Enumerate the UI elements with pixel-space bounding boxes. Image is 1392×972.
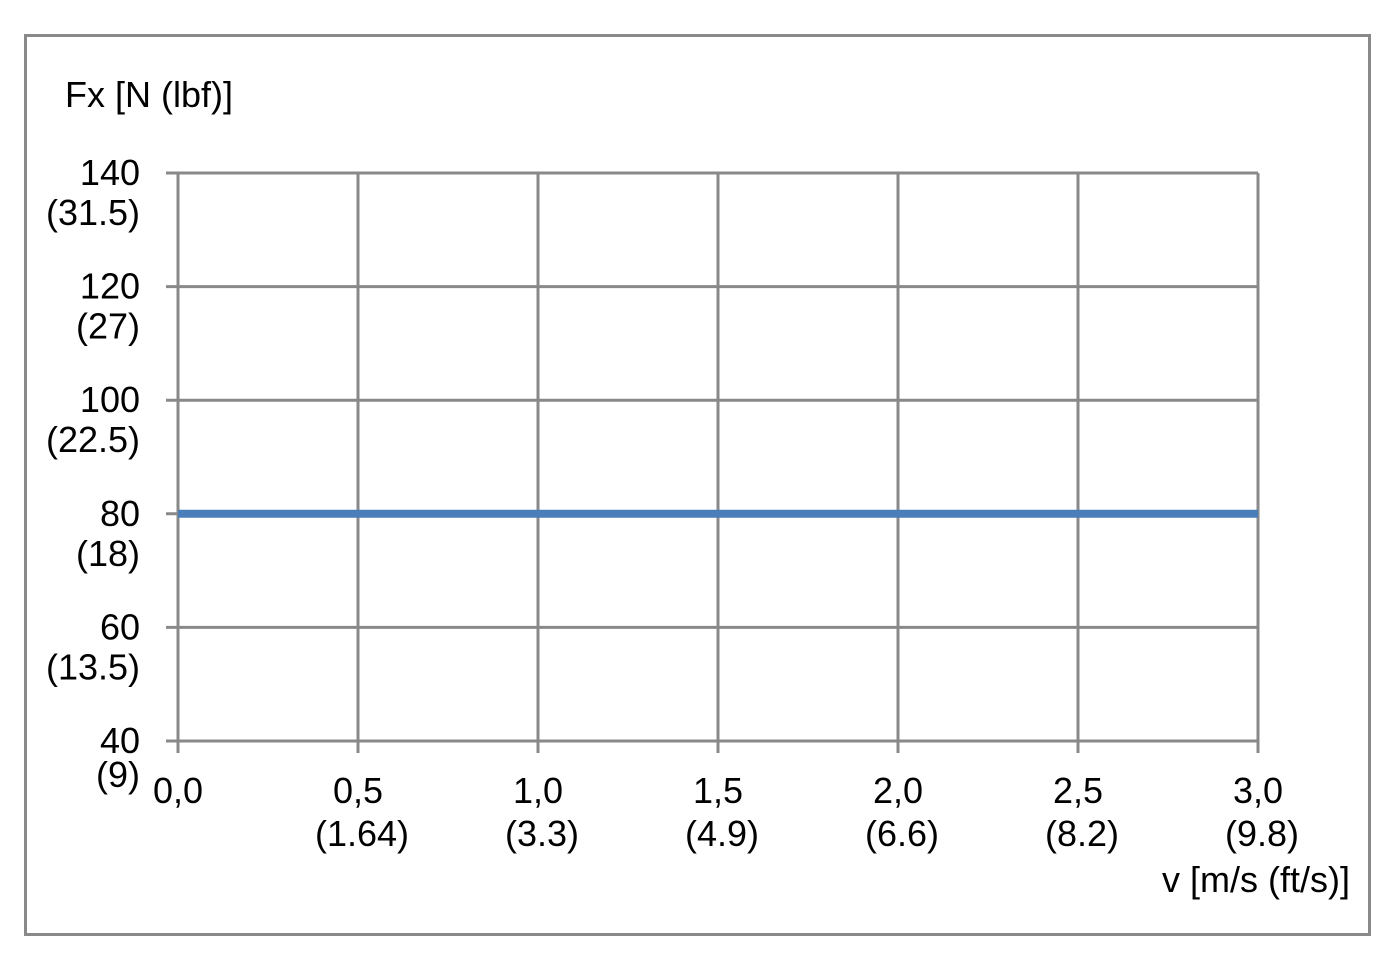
y-tick-sublabel: (31.5) [46, 192, 140, 233]
y-tick-sublabel: (13.5) [46, 646, 140, 687]
x-tick-sublabel: (4.9) [685, 813, 759, 854]
x-tick-sublabel: (6.6) [865, 813, 939, 854]
y-tick-label: 60 [100, 606, 140, 647]
y-tick-sublabel: (27) [76, 306, 140, 347]
x-axis-label: v [m/s (ft/s)] [1162, 859, 1350, 900]
y-tick-sublabel: (18) [76, 533, 140, 574]
x-tick-sublabel: (1.64) [315, 813, 409, 854]
y-tick-label: 80 [100, 493, 140, 534]
x-tick-label: 2,5 [1053, 770, 1103, 811]
y-tick-label: 100 [80, 379, 140, 420]
x-tick-label: 0,0 [153, 770, 203, 811]
y-tick-label: 120 [80, 266, 140, 307]
grid [166, 171, 1260, 753]
x-tick-label: 0,5 [333, 770, 383, 811]
chart-frame [24, 34, 1371, 936]
x-tick-sublabel: (3.3) [505, 813, 579, 854]
x-tick-label: 2,0 [873, 770, 923, 811]
x-tick-label: 1,5 [693, 770, 743, 811]
x-tick-label: 3,0 [1233, 770, 1283, 811]
x-tick-sublabel: (9.8) [1225, 813, 1299, 854]
y-tick-label: 140 [80, 152, 140, 193]
y-tick-sublabel: (9) [96, 754, 140, 795]
y-tick-sublabel: (22.5) [46, 419, 140, 460]
x-tick-label: 1,0 [513, 770, 563, 811]
y-tick-label: 40 [100, 720, 140, 761]
y-axis-label: Fx [N (lbf)] [65, 74, 233, 115]
tick-labels: 140(31.5) 120(27) 100(22.5) 80(18) 60(13.5) 4… [46, 152, 1299, 854]
x-tick-sublabel: (8.2) [1045, 813, 1119, 854]
